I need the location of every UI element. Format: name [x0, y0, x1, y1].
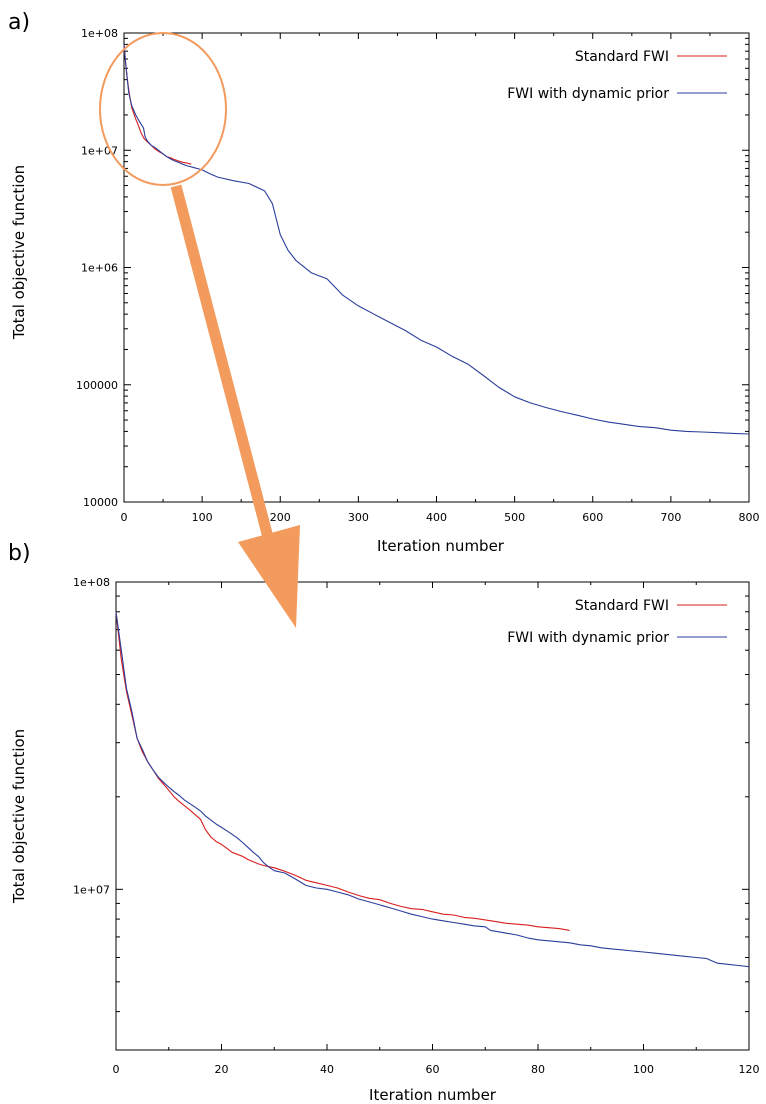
y-tick-label: 10000 — [83, 496, 118, 509]
x-tick-label: 600 — [582, 511, 603, 524]
y-tick-label: 1e+08 — [81, 27, 118, 40]
x-tick-label: 800 — [739, 511, 760, 524]
y-tick-label: 1e+08 — [73, 576, 110, 589]
zoom-annotation — [99, 32, 300, 628]
x-tick-label: 100 — [192, 511, 213, 524]
x-tick-label: 60 — [426, 1063, 440, 1076]
chart-panel-b: 0 20 40 60 80 100 120 1e+07 1e+08 Iteration numbe… — [8, 541, 760, 1104]
y-tick-label: 100000 — [76, 379, 118, 392]
legend-label: Standard FWI — [575, 598, 669, 614]
x-tick-label: 200 — [270, 511, 291, 524]
x-tick-label: 120 — [739, 1063, 760, 1076]
zoom-arrow-head — [238, 525, 300, 628]
panel-label: b) — [8, 541, 31, 566]
x-axis-label: Iteration number — [377, 537, 505, 555]
x-tick-label: 300 — [348, 511, 369, 524]
y-axis-label: Total objective function — [10, 165, 28, 340]
plot-frame — [123, 32, 750, 503]
y-tick-label: 1e+07 — [73, 883, 110, 896]
x-tick-label: 40 — [320, 1063, 334, 1076]
zoom-ellipse — [99, 32, 227, 186]
x-axis-label: Iteration number — [369, 1086, 497, 1104]
x-tick-label: 100 — [633, 1063, 654, 1076]
legend-label: Standard FWI — [575, 49, 669, 65]
x-tick-label: 500 — [504, 511, 525, 524]
y-axis-label: Total objective function — [10, 729, 28, 904]
series-line-standard-fwi — [115, 611, 570, 931]
x-tick-label: 0 — [113, 1063, 120, 1076]
chart-panel-a: 0 100 200 300 400 500 600 700 800 10000 100000 1e+0… — [8, 10, 760, 555]
legend-label: FWI with dynamic prior — [507, 86, 669, 102]
series-line-standard-fwi — [123, 44, 192, 165]
x-tick-label: 400 — [426, 511, 447, 524]
series-line-dynamic-prior — [115, 611, 750, 968]
zoom-arrow-shaft — [170, 184, 276, 547]
legend-label: FWI with dynamic prior — [507, 630, 669, 646]
x-tick-label: 0 — [121, 511, 128, 524]
panel-label: a) — [8, 10, 30, 35]
x-tick-label: 80 — [531, 1063, 545, 1076]
series-line-dynamic-prior — [123, 44, 750, 435]
x-tick-label: 700 — [660, 511, 681, 524]
plot-frame — [115, 581, 750, 1051]
y-tick-label: 1e+06 — [81, 262, 118, 275]
x-tick-label: 20 — [215, 1063, 229, 1076]
